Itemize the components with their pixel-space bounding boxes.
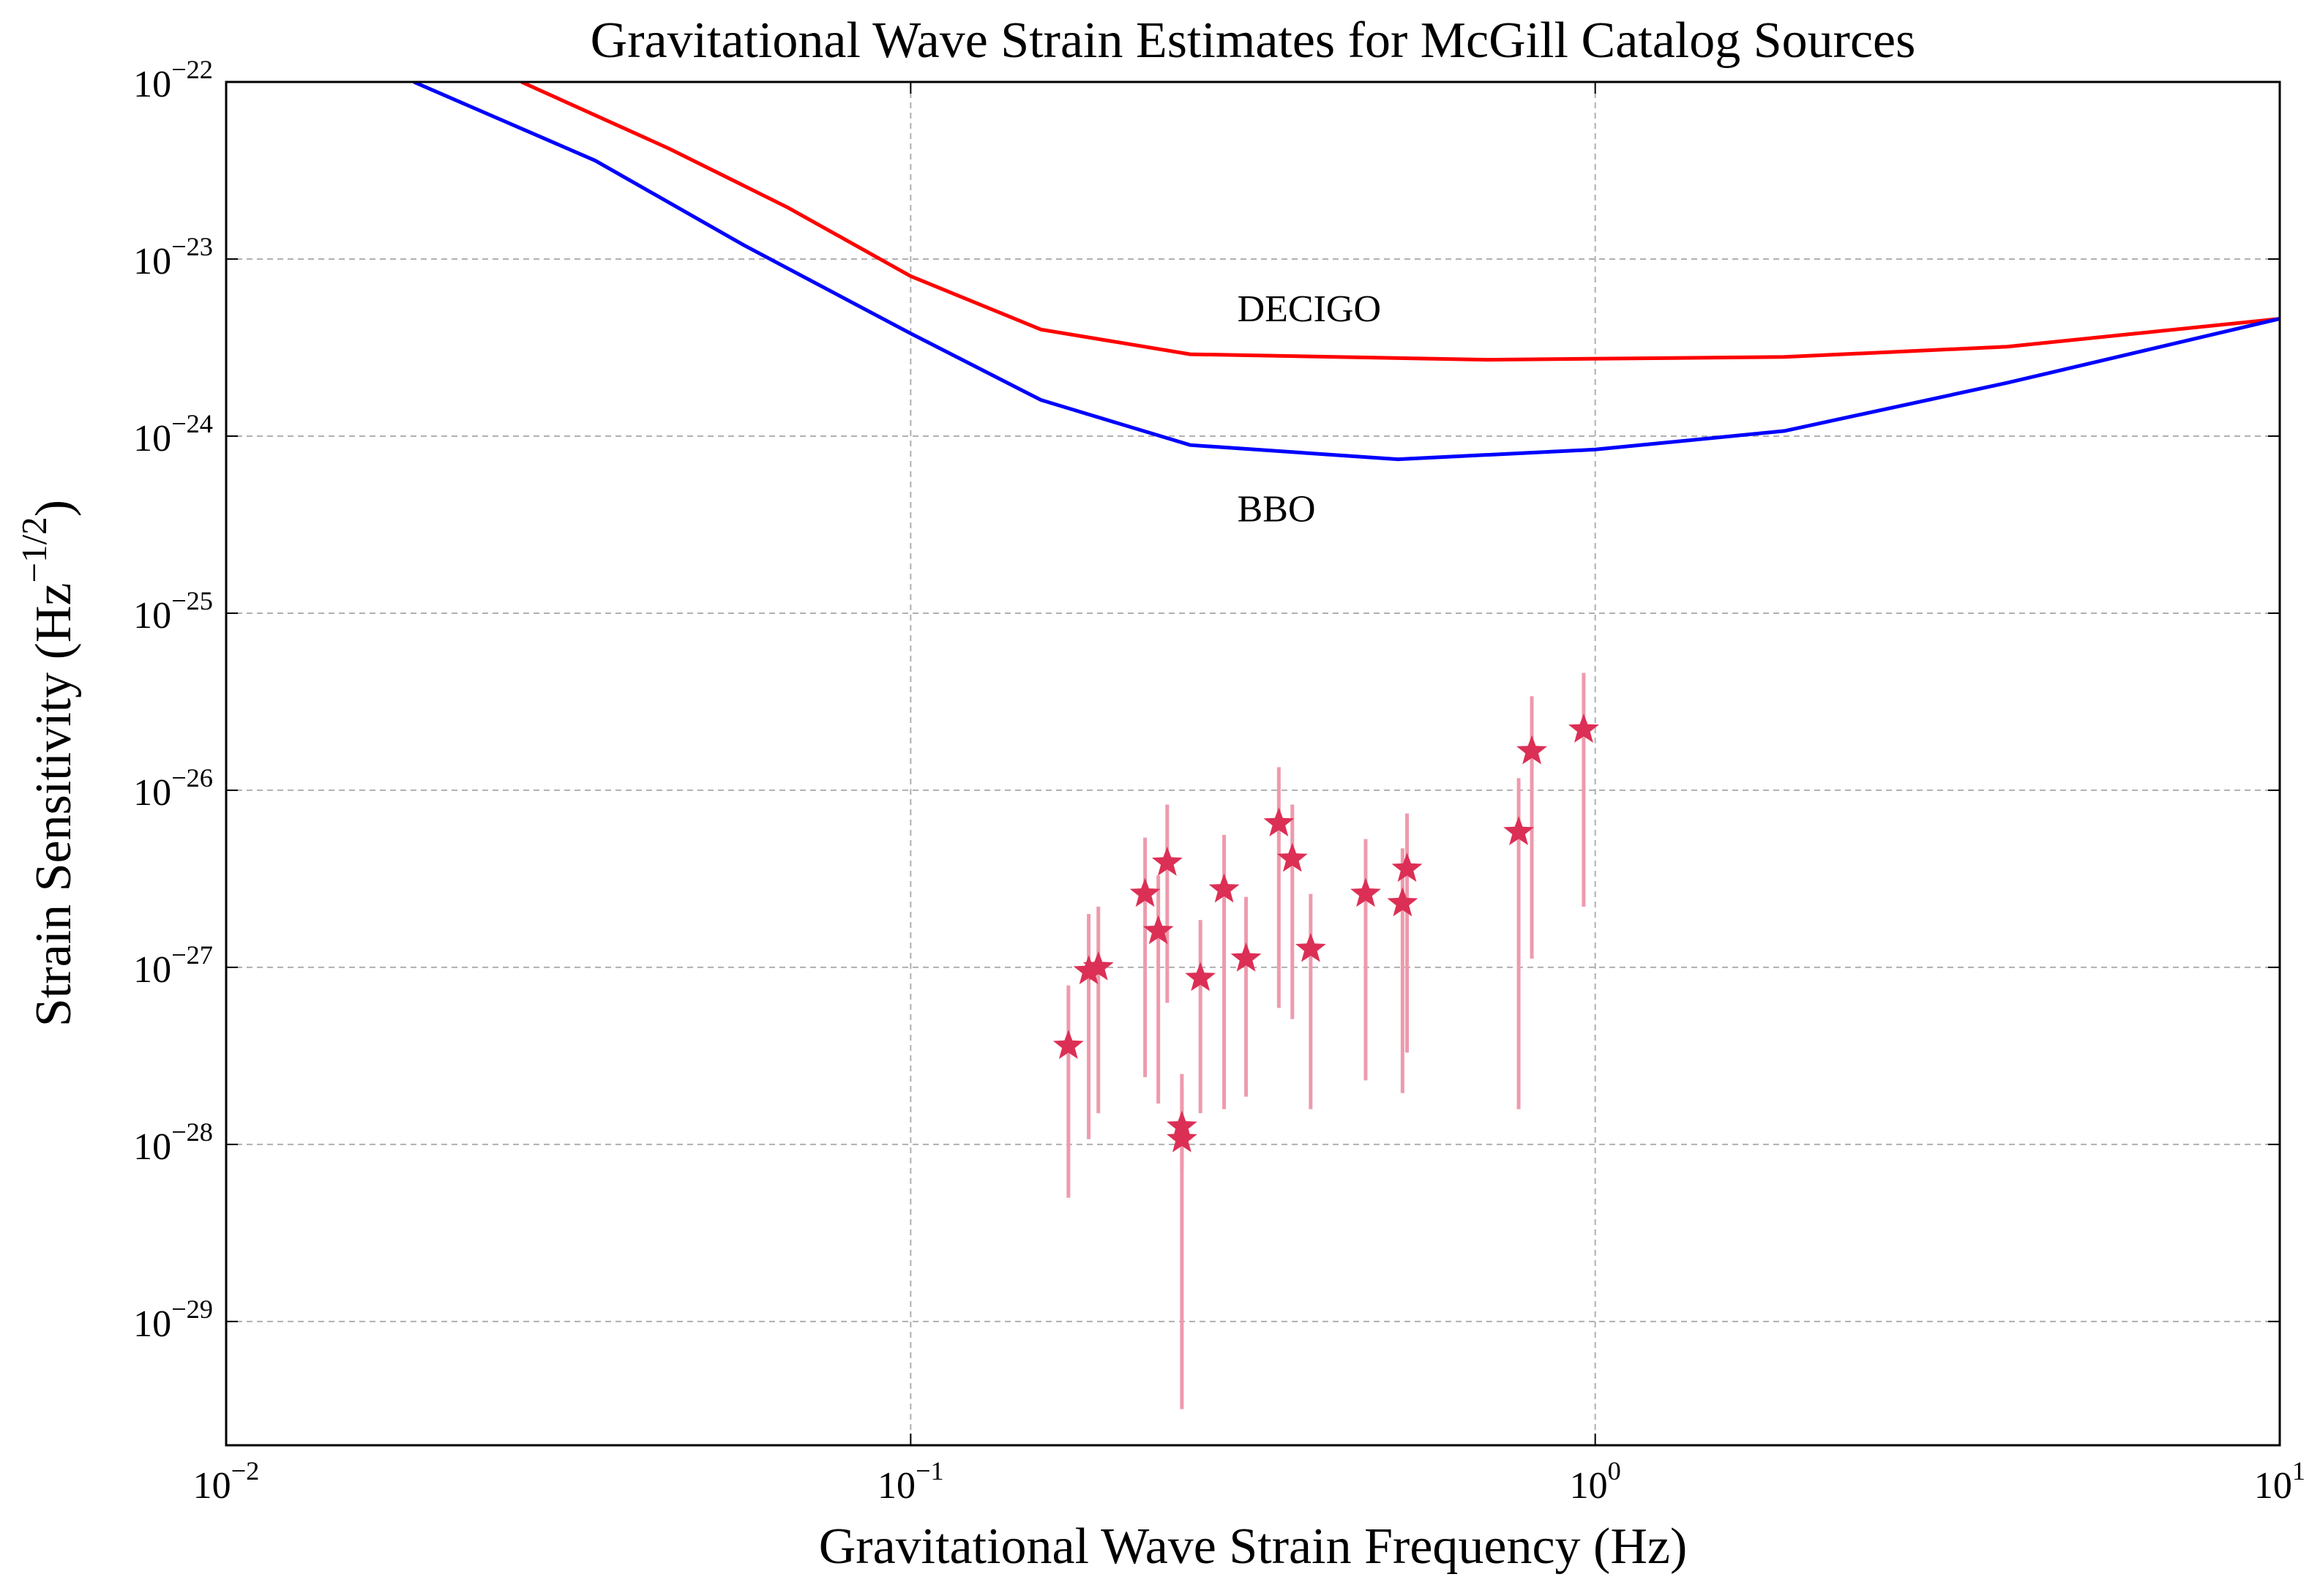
sensitivity-curve xyxy=(413,82,2280,462)
source-marker xyxy=(1295,932,1326,962)
y-tick-label: 10−27 xyxy=(133,940,213,990)
y-tick-label: 10−25 xyxy=(133,587,213,637)
source-marker xyxy=(1208,873,1240,903)
x-tick-label: 101 xyxy=(2254,1457,2305,1507)
source-marker xyxy=(1142,915,1174,945)
source-marker xyxy=(1503,816,1534,845)
y-tick-label: 10−23 xyxy=(133,233,213,282)
curve-label: BBO xyxy=(1238,488,1316,530)
y-tick-label: 10−24 xyxy=(133,410,213,460)
sensitivity-curve xyxy=(520,82,2280,362)
source-marker xyxy=(1350,877,1381,907)
source-marker xyxy=(1053,1030,1084,1060)
source-marker xyxy=(1151,846,1183,876)
y-tick-label: 10−26 xyxy=(133,763,213,813)
source-marker xyxy=(1167,1123,1197,1153)
source-marker xyxy=(1129,877,1161,907)
x-axis-label: Gravitational Wave Strain Frequency (Hz) xyxy=(819,1518,1688,1575)
source-marker xyxy=(1568,713,1599,743)
x-tick-label: 100 xyxy=(1570,1457,1621,1507)
source-marker xyxy=(1387,887,1418,917)
curve-label: DECIGO xyxy=(1238,288,1381,330)
y-axis-label: Strain Sensitivity (Hz−1/2) xyxy=(14,500,82,1027)
source-marker xyxy=(1082,951,1114,981)
source-marker xyxy=(1073,955,1104,985)
x-tick-label: 10−1 xyxy=(878,1457,944,1507)
y-tick-label: 10−29 xyxy=(133,1295,213,1344)
source-marker xyxy=(1516,735,1547,765)
chart-title: Gravitational Wave Strain Estimates for … xyxy=(591,12,1916,69)
y-tick-label: 10−28 xyxy=(133,1117,213,1167)
x-tick-label: 10−2 xyxy=(193,1457,260,1507)
source-marker xyxy=(1185,962,1216,992)
y-tick-label: 10−22 xyxy=(133,56,213,105)
source-marker xyxy=(1230,943,1262,972)
source-marker xyxy=(1276,842,1308,872)
plot-frame xyxy=(225,80,2281,1447)
source-marker xyxy=(1263,807,1295,836)
source-marker xyxy=(1391,853,1423,883)
